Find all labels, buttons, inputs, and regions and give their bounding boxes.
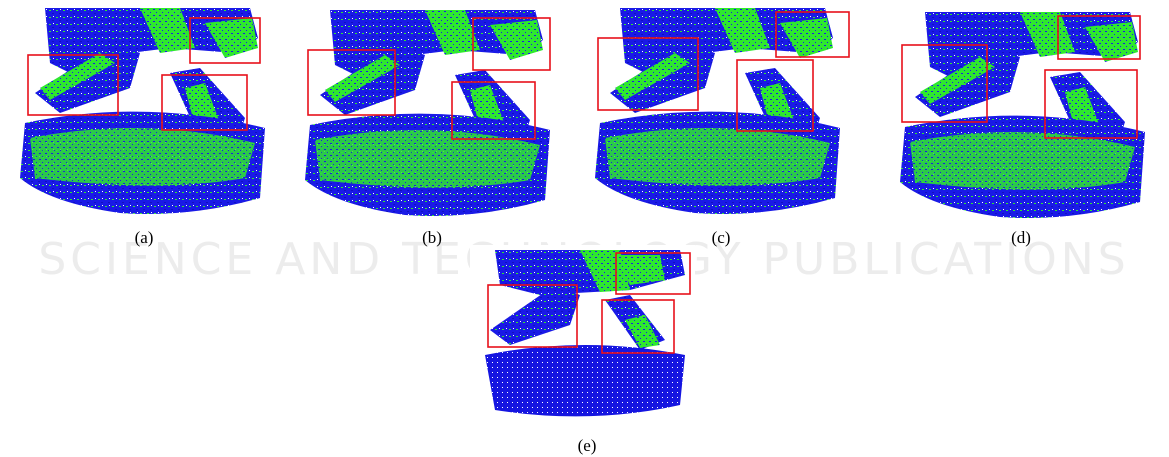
caption: (e) <box>578 436 597 455</box>
caption: (c) <box>712 228 731 247</box>
caption: (d) <box>1011 228 1031 247</box>
point-cloud-d <box>900 12 1145 218</box>
point-cloud-b <box>305 10 550 216</box>
caption: (a) <box>135 228 154 247</box>
point-cloud-c <box>595 8 840 214</box>
page: {"figure": {"watermark": "SCIENCE AND TE… <box>0 0 1169 457</box>
caption: (b) <box>422 228 442 247</box>
point-cloud-a <box>20 8 265 214</box>
figure: SCIENCE AND TECHNOLOGY PUBLICATIONS (a) … <box>0 0 1169 457</box>
